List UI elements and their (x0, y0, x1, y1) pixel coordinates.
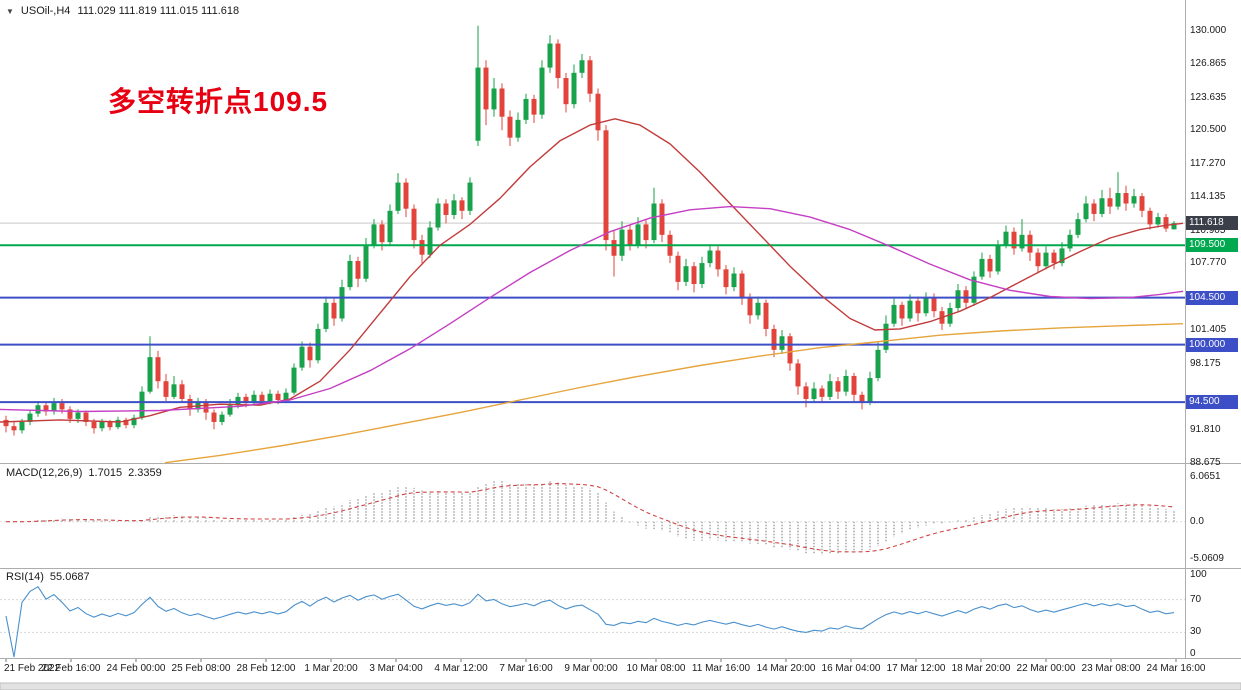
time-axis-label: 16 Mar 04:00 (821, 663, 881, 674)
hline-price-tag: 94.500 (1186, 395, 1238, 410)
macd-plot-area[interactable] (0, 464, 1185, 568)
time-axis-label: 7 Mar 16:00 (499, 663, 553, 674)
rsi-line (5, 585, 1175, 658)
price-axis-label: 88.675 (1190, 456, 1221, 468)
time-axis-label: 9 Mar 00:00 (564, 663, 618, 674)
macd-axis-label: 6.0651 (1190, 471, 1221, 482)
time-axis-label: 18 Mar 20:00 (951, 663, 1011, 674)
triangle-down-icon[interactable]: ▼ (6, 6, 14, 16)
macd-axis-label: 0.0 (1190, 515, 1204, 527)
time-axis-label: 10 Mar 08:00 (626, 663, 686, 674)
hline-price-tag: 109.500 (1186, 238, 1238, 253)
time-axis-label: 1 Mar 20:00 (304, 663, 358, 674)
time-axis-label: 22 Mar 00:00 (1016, 663, 1076, 674)
time-axis-label: 11 Mar 16:00 (691, 663, 751, 674)
chart-title: ▼ USOil-,H4 111.029 111.819 111.015 111.… (6, 5, 239, 17)
chart-text-annotation[interactable]: 多空转折点109.5 (108, 86, 329, 117)
macd-main-value: 1.7015 (88, 467, 123, 479)
ma-mid-magenta (0, 205, 1184, 413)
time-axis-label: 28 Feb 12:00 (236, 663, 296, 674)
macd-signal-value: 2.3359 (128, 467, 162, 479)
price-axis-label: 91.810 (1190, 424, 1221, 436)
time-axis-label: 24 Mar 16:00 (1146, 663, 1206, 674)
time-axis-label: 22 Feb 16:00 (41, 663, 101, 674)
rsi-axis-label: 100 (1190, 569, 1207, 580)
time-axis-label: 14 Mar 20:00 (756, 663, 816, 674)
chart-ohlc-values: 111.029 111.819 111.015 111.618 (77, 5, 240, 17)
rsi-indicator-label: RSI(14) 55.0687 (6, 571, 90, 583)
price-axis-label: 117.270 (1190, 158, 1226, 170)
price-axis-label: 114.135 (1190, 190, 1226, 202)
rsi-plot-area[interactable] (0, 569, 1185, 658)
macd-indicator-label: MACD(12,26,9) 1.7015 2.3359 (6, 467, 162, 479)
time-ticks (5, 659, 1177, 662)
time-axis-label: 3 Mar 04:00 (369, 663, 423, 674)
time-axis-label: 4 Mar 12:00 (434, 663, 488, 674)
rsi-name: RSI(14) (6, 571, 44, 583)
time-axis-label: 17 Mar 12:00 (886, 663, 946, 674)
time-axis-label: 25 Feb 08:00 (171, 663, 231, 674)
price-axis-label: 126.865 (1190, 57, 1227, 69)
rsi-axis-label: 70 (1190, 593, 1202, 605)
price-axis-label: 123.635 (1190, 91, 1227, 103)
macd-name: MACD(12,26,9) (6, 467, 83, 479)
time-axis-label: 23 Mar 08:00 (1081, 663, 1141, 674)
rsi-axis-label: 0 (1190, 648, 1196, 659)
time-axis-label: 24 Feb 00:00 (106, 663, 166, 674)
rsi-axis-label: 30 (1190, 626, 1202, 638)
horizontal-scrollbar[interactable] (0, 682, 1241, 690)
price-axis-label: 107.770 (1190, 257, 1227, 269)
price-axis-label: 101.405 (1190, 323, 1227, 335)
hline-price-tag: 100.000 (1186, 337, 1238, 352)
price-axis-label: 130.000 (1190, 25, 1227, 36)
current-price-tag: 111.618 (1186, 216, 1238, 231)
ma-slow-orange (164, 323, 1184, 464)
rsi-value: 55.0687 (49, 571, 90, 583)
hline-price-tag: 104.500 (1186, 290, 1238, 305)
price-axis-label: 98.175 (1190, 357, 1221, 369)
chart-symbol-period: USOil-,H4 (20, 5, 71, 17)
time-axis-label: 21 Feb 2022 (4, 663, 61, 674)
macd-axis-label: -5.0609 (1190, 552, 1224, 564)
price-axis-label: 120.500 (1190, 124, 1227, 136)
